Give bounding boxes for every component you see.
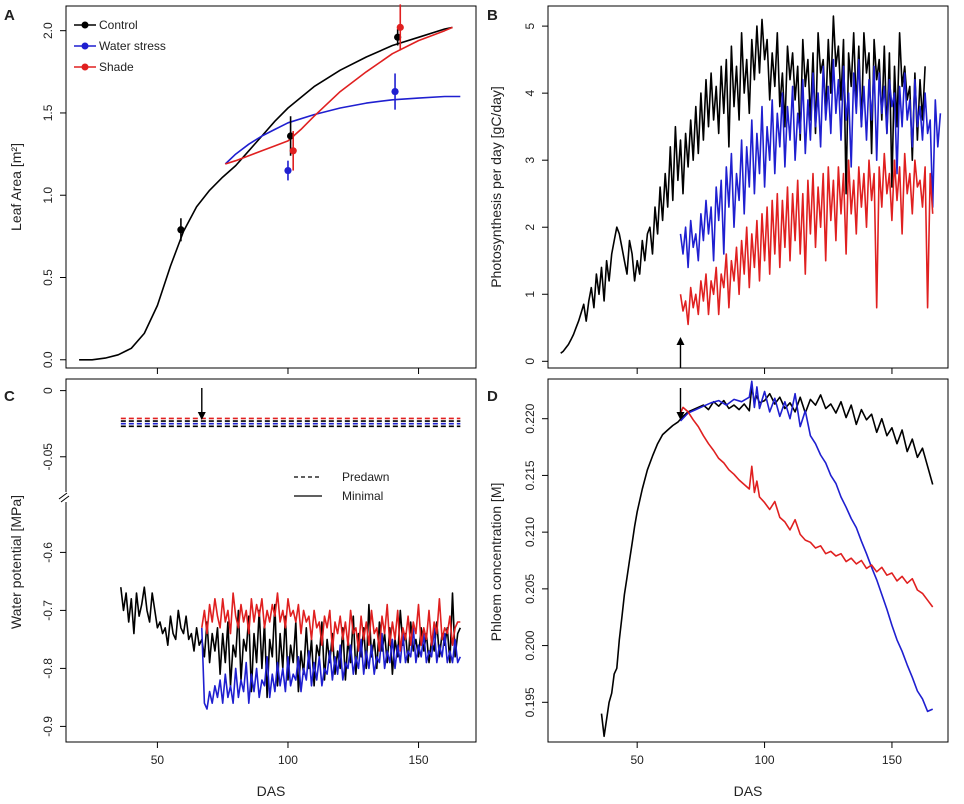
ytick-label: 0 (41, 387, 55, 394)
xtick-label: 150 (409, 753, 429, 767)
ytick-label: 5 (523, 22, 537, 29)
data-point-control (286, 132, 295, 140)
panel-d-ylabel: Phloem concentration [M] (488, 483, 504, 642)
series-line-control (600, 386, 934, 738)
legend-minimal-label: Minimal (342, 489, 383, 503)
panel-a-plot (79, 4, 461, 361)
panel-b: B Photosynthesis per day [gC/day] 0 1 2 3 4 5 (487, 5, 949, 374)
panel-b-letter: B (487, 7, 498, 24)
legend-water-stress-label: Water stress (99, 39, 166, 53)
data-point-water-stress (284, 166, 292, 175)
ytick-label: 0.210 (523, 517, 537, 547)
ytick-label: 0.5 (41, 269, 55, 286)
data-point-control (177, 226, 185, 234)
panel-b-plot (560, 15, 942, 354)
ytick-label: 0.220 (523, 403, 537, 433)
series-line-shade (679, 152, 934, 326)
panel-a-ylabel: Leaf Area [m²] (8, 143, 24, 231)
series-line-water-stress (679, 380, 934, 713)
ytick-label: -0.8 (41, 658, 55, 679)
xtick-label: 100 (278, 753, 298, 767)
panel-c-frame (65, 378, 477, 743)
panel-d-yticks: 0.195 0.200 0.205 0.210 0.215 0.220 (523, 403, 548, 717)
panel-d-plot (600, 380, 934, 738)
ytick-label: 1.0 (41, 187, 55, 204)
series-line-shade (201, 592, 461, 652)
panel-a-legend: Control Water stress Shade (74, 18, 166, 74)
arrow-head (676, 337, 685, 345)
ytick-label: 1 (523, 291, 537, 298)
ytick-label: 1.5 (41, 104, 55, 121)
series-line-control (79, 26, 453, 361)
ytick-label: -0.6 (41, 542, 55, 563)
xtick-label: 150 (882, 753, 902, 767)
panel-b-yticks: 0 1 2 3 4 5 (523, 22, 548, 365)
panel-b-ylabel: Photosynthesis per day [gC/day] (488, 86, 504, 288)
panel-c-xticks: 50 100 150 (151, 742, 429, 767)
panel-a: A Leaf Area [m²] 0.0 0.5 1.0 1.5 2.0 Control… (4, 4, 477, 374)
panel-c-legend: Predawn Minimal (294, 470, 389, 503)
legend-predawn-label: Predawn (342, 470, 389, 484)
panel-d: D Phloem concentration [M] 0.195 0.200 0.2… (487, 378, 949, 799)
ytick-label: 0.200 (523, 630, 537, 660)
ytick-label: 2 (523, 224, 537, 231)
ytick-label: 3 (523, 157, 537, 164)
series-line-control (560, 15, 926, 354)
panel-c-letter: C (4, 388, 15, 405)
panel-a-frame (65, 5, 477, 369)
legend-control-label: Control (99, 18, 138, 32)
data-point-water-stress (391, 87, 399, 96)
panel-d-xlabel: DAS (734, 783, 763, 799)
ytick-label: 0.205 (523, 574, 537, 604)
panel-c: C Water potential [MPa] 0 -0.05 -0.6 -0.7 -0… (4, 378, 477, 799)
panel-c-yticks: 0 -0.05 -0.6 -0.7 -0.8 -0.9 (41, 387, 66, 737)
ytick-label: 0.195 (523, 687, 537, 717)
series-line-water-stress (679, 58, 942, 269)
panel-b-xticks (636, 368, 893, 374)
series-line-shade (679, 406, 934, 608)
legend-shade-marker (81, 63, 89, 71)
data-point-shade (289, 147, 297, 155)
data-point-control (394, 33, 402, 41)
legend-shade-label: Shade (99, 60, 134, 74)
panel-d-xticks: 50 100 150 (630, 742, 902, 767)
panel-c-ylabel: Water potential [MPa] (8, 495, 24, 629)
panel-c-arrow (197, 388, 206, 420)
arrow-head (676, 412, 685, 420)
panel-b-frame (547, 5, 949, 369)
panel-d-arrow (676, 388, 685, 420)
ytick-label: 0.0 (41, 351, 55, 368)
panel-b-arrow (676, 337, 685, 368)
series-line-water-stress (224, 95, 461, 165)
ytick-label: -0.05 (41, 443, 55, 471)
ytick-label: 4 (523, 89, 537, 96)
panel-a-xticks (156, 368, 420, 374)
ytick-label: 2.0 (41, 22, 55, 39)
series-line-shade (225, 26, 453, 165)
xtick-label: 50 (630, 753, 644, 767)
panel-c-axis-break (58, 492, 74, 503)
arrow-head (197, 412, 206, 420)
panel-a-letter: A (4, 7, 15, 24)
panel-a-yticks: 0.0 0.5 1.0 1.5 2.0 (41, 22, 66, 368)
ytick-label: 0 (523, 358, 537, 365)
data-point-shade (396, 23, 404, 31)
panel-d-letter: D (487, 388, 498, 405)
panel-c-xlabel: DAS (257, 783, 286, 799)
ytick-label: -0.7 (41, 600, 55, 621)
panel-c-plot (120, 417, 462, 710)
ytick-label: -0.9 (41, 716, 55, 737)
panel-d-frame (547, 378, 949, 743)
xtick-label: 50 (151, 753, 165, 767)
ytick-label: 0.215 (523, 460, 537, 490)
xtick-label: 100 (755, 753, 775, 767)
legend-control-marker (81, 21, 89, 29)
series-line-water-stress (201, 627, 462, 710)
legend-water-stress-marker (81, 42, 89, 50)
